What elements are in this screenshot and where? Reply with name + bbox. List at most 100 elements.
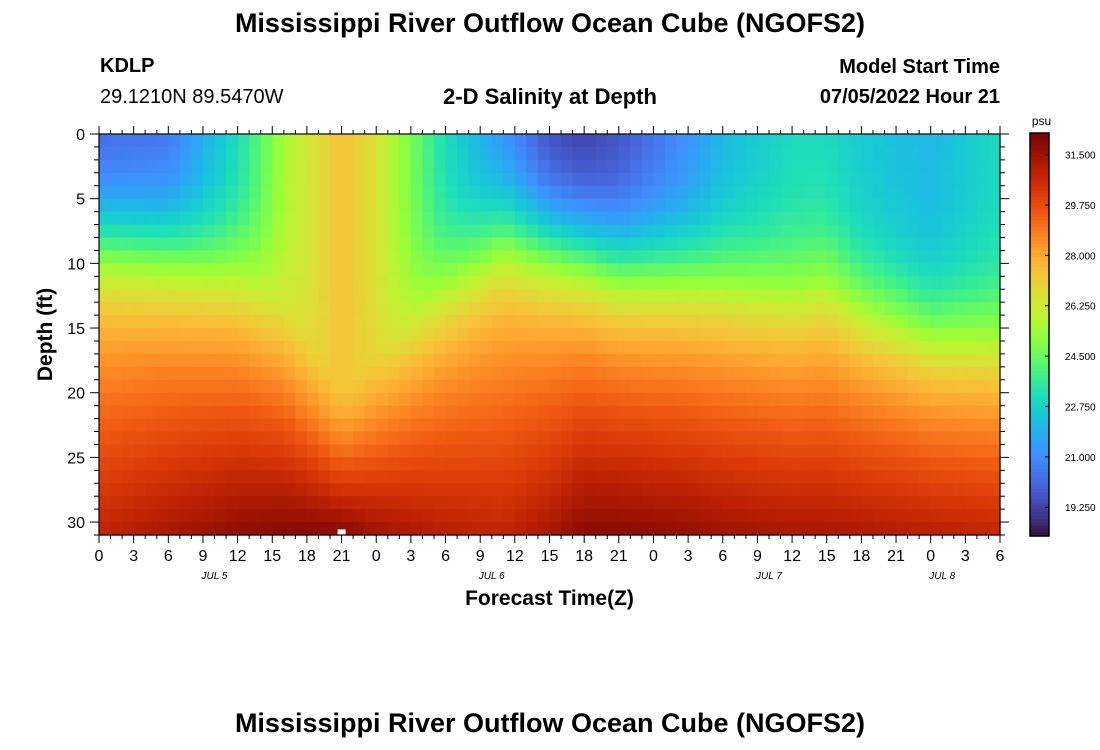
- heatmap-cells: [99, 134, 1001, 536]
- heatmap-cell: [988, 315, 1001, 329]
- heatmap-cell: [976, 353, 990, 368]
- colorbar-segment: [1030, 502, 1049, 507]
- heatmap-cell: [896, 470, 909, 484]
- heatmap-cell: [353, 289, 366, 303]
- heatmap-cell: [445, 418, 458, 433]
- heatmap-cell: [630, 431, 643, 446]
- heatmap-cell: [306, 211, 320, 226]
- heatmap-cell: [145, 470, 158, 484]
- heatmap-cell: [884, 263, 897, 277]
- heatmap-cell: [237, 211, 250, 226]
- heatmap-cell: [641, 263, 655, 277]
- heatmap-cell: [653, 159, 666, 174]
- heatmap-cell: [110, 470, 123, 484]
- x-tick-label: 9: [199, 548, 208, 565]
- heatmap-cell: [364, 328, 377, 342]
- colorbar-segment: [1030, 176, 1049, 181]
- heatmap-cell: [838, 224, 851, 239]
- heatmap-cell: [988, 379, 1001, 394]
- heatmap-cell: [584, 509, 597, 523]
- heatmap-cell: [156, 224, 169, 239]
- heatmap-cell: [549, 418, 562, 433]
- colorbar-segment: [1030, 274, 1049, 279]
- heatmap-cell: [468, 276, 481, 290]
- heatmap-cell: [826, 185, 839, 200]
- heatmap-cell: [965, 198, 978, 213]
- heatmap-cell: [526, 483, 539, 497]
- heatmap-cell: [410, 146, 424, 161]
- heatmap-cell: [549, 470, 562, 484]
- heatmap-cell: [745, 185, 759, 200]
- heatmap-cell: [584, 496, 597, 510]
- heatmap-cell: [306, 405, 320, 420]
- heatmap-cell: [815, 315, 828, 329]
- heatmap-cell: [792, 237, 805, 252]
- heatmap-cell: [514, 444, 527, 458]
- heatmap-cell: [653, 470, 666, 484]
- heatmap-cell: [595, 328, 608, 342]
- heatmap-cell: [595, 444, 608, 458]
- heatmap-cell: [965, 379, 978, 394]
- heatmap-cell: [549, 276, 562, 290]
- heatmap-cell: [734, 159, 747, 174]
- heatmap-cell: [226, 237, 239, 252]
- heatmap-cell: [537, 134, 551, 148]
- heatmap-cell: [283, 470, 296, 484]
- heatmap-cell: [110, 496, 123, 510]
- heatmap-cell: [722, 418, 735, 433]
- heatmap-cell: [480, 211, 493, 226]
- heatmap-cell: [907, 457, 920, 471]
- heatmap-cell: [768, 302, 782, 316]
- heatmap-cell: [283, 340, 296, 355]
- heatmap-cell: [919, 405, 932, 420]
- heatmap-cell: [803, 483, 816, 497]
- heatmap-cell: [780, 496, 793, 510]
- heatmap-cell: [561, 198, 574, 213]
- heatmap-cell: [838, 289, 851, 303]
- heatmap-cell: [734, 185, 747, 200]
- heatmap-cell: [353, 237, 366, 252]
- heatmap-cell: [457, 263, 470, 277]
- heatmap-cell: [953, 146, 966, 161]
- heatmap-cell: [526, 211, 539, 226]
- heatmap-cell: [561, 289, 574, 303]
- heatmap-cell: [249, 366, 262, 381]
- heatmap-cell: [653, 211, 666, 226]
- heatmap-cell: [757, 405, 770, 420]
- heatmap-cell: [156, 353, 169, 368]
- heatmap-cell: [457, 340, 470, 355]
- colorbar-segment: [1030, 247, 1049, 252]
- heatmap-cell: [491, 159, 504, 174]
- heatmap-cell: [688, 405, 701, 420]
- heatmap-cell: [133, 237, 146, 252]
- heatmap-cell: [561, 134, 574, 148]
- colorbar-segment: [1030, 327, 1049, 332]
- heatmap-cell: [930, 431, 943, 446]
- heatmap-cell: [930, 522, 943, 536]
- heatmap-cell: [930, 224, 943, 239]
- y-tick-label: 10: [67, 256, 85, 273]
- heatmap-cell: [699, 444, 712, 458]
- heatmap-cell: [526, 198, 539, 213]
- heatmap-cell: [168, 172, 181, 187]
- heatmap-cell: [641, 289, 655, 303]
- heatmap-cell: [792, 444, 805, 458]
- heatmap-cell: [872, 211, 886, 226]
- heatmap-cell: [803, 224, 816, 239]
- heatmap-cell: [919, 431, 932, 446]
- heatmap-cell: [699, 224, 712, 239]
- heatmap-cell: [99, 302, 112, 316]
- heatmap-cell: [226, 146, 239, 161]
- heatmap-cell: [584, 276, 597, 290]
- heatmap-cell: [537, 328, 551, 342]
- heatmap-cell: [780, 353, 793, 368]
- heatmap-cell: [503, 315, 516, 329]
- heatmap-cell: [942, 224, 955, 239]
- x-tick-label: 18: [852, 548, 870, 565]
- heatmap-cell: [318, 263, 331, 277]
- heatmap-cell: [838, 198, 851, 213]
- colorbar-segment: [1030, 495, 1049, 500]
- heatmap-cell: [641, 159, 655, 174]
- heatmap-cell: [722, 289, 735, 303]
- heatmap-cell: [826, 224, 839, 239]
